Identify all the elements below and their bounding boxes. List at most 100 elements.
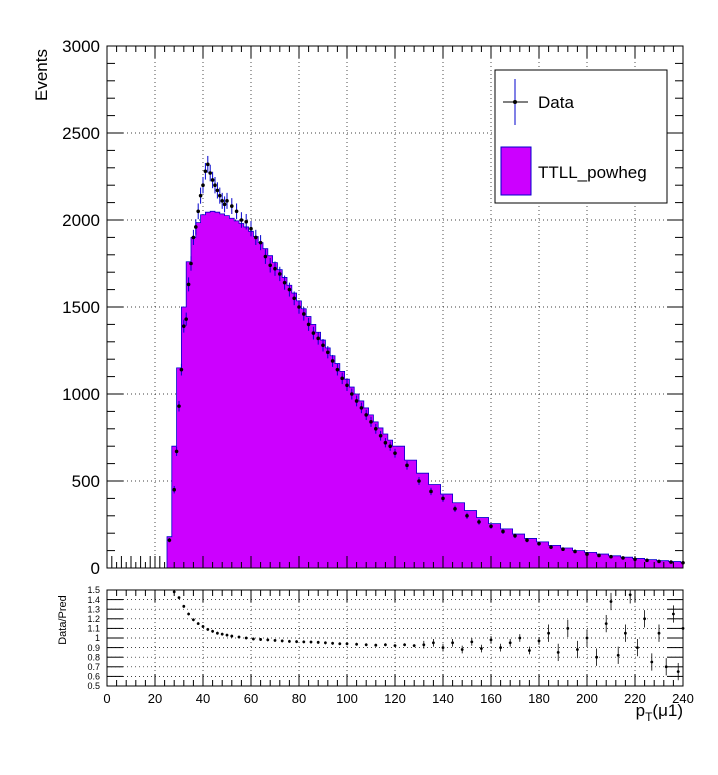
ratio-marker [432,641,435,645]
data-marker [388,444,393,449]
data-point [184,312,188,326]
x-tick-label: 140 [432,691,454,706]
ratio-point [664,658,668,676]
y-tick-label: 1000 [62,385,100,404]
data-marker [239,218,244,222]
data-point [198,187,203,204]
ratio-point [470,638,474,646]
ratio-marker [302,640,306,644]
data-marker [335,367,340,372]
y-tick-label: 0.6 [87,672,100,682]
ratio-point [460,645,464,654]
data-marker [268,263,273,268]
data-marker [234,209,239,214]
ratio-point [451,638,454,647]
data-marker [225,199,229,203]
ratio-marker [664,665,668,669]
ratio-point [609,592,613,611]
ratio-marker [316,640,320,644]
data-point [585,552,589,556]
data-point [179,363,184,376]
ratio-y-axis-label: Data/Pred [57,595,69,645]
data-point [189,256,193,271]
data-marker [174,449,179,454]
data-point [244,213,248,230]
data-marker [645,558,649,563]
ratio-point [288,639,291,643]
ratio-point [177,596,181,600]
y-tick-label: 1 [95,633,100,643]
data-marker [249,226,253,231]
data-point [182,319,186,333]
ratio-marker [237,635,241,639]
data-marker [210,178,215,182]
x-tick-label: 20 [148,691,162,706]
data-marker [561,547,565,552]
ratio-marker [211,629,215,633]
data-point [453,505,457,513]
data-point [220,192,224,209]
data-marker [297,305,301,309]
ratio-point [237,635,241,639]
data-marker [657,559,661,564]
ratio-marker [499,646,502,649]
legend-mc-swatch [500,146,532,196]
legend-data-marker [513,100,517,104]
ratio-point [338,642,342,646]
data-point [657,559,661,564]
data-marker [167,538,172,542]
ratio-marker [595,655,598,659]
data-marker [184,317,188,321]
data-marker [405,463,409,468]
data-marker [501,529,505,534]
ratio-point [302,640,306,644]
data-marker [537,541,541,546]
data-marker [369,420,373,424]
data-marker [477,520,481,524]
ratio-marker [192,618,195,622]
ratio-marker [187,612,191,616]
ratio-point [230,634,234,638]
ratio-point [657,624,661,642]
x-tick-label: 100 [336,691,358,706]
data-marker [177,404,181,408]
ratio-marker [650,660,654,664]
ratio-point [393,644,397,648]
data-marker [208,171,212,175]
y-tick-label: 2000 [62,211,100,230]
data-point [378,430,383,441]
data-point [186,277,191,292]
data-marker [292,296,297,301]
data-marker [254,235,258,240]
ratio-marker [657,631,661,635]
ratio-marker [295,640,298,644]
ratio-point [244,636,248,640]
data-marker [330,359,335,363]
ratio-marker [672,612,675,616]
ratio-point [259,638,262,641]
y-tick-label: 0.8 [87,652,100,662]
ratio-marker [252,637,255,641]
ratio-marker [216,631,219,635]
ratio-marker [636,646,639,649]
ratio-marker [624,631,627,635]
data-point [201,177,205,194]
data-point [345,379,349,391]
data-marker [220,199,224,203]
ratio-marker [355,642,358,646]
data-point [225,192,229,209]
ratio-marker [345,642,349,646]
ratio-point [201,625,205,628]
data-marker [194,225,198,229]
ratio-point [556,643,560,662]
ratio-point [364,643,368,647]
data-marker [179,367,184,372]
ratio-marker [206,627,210,631]
data-point [405,461,409,470]
ratio-point [508,638,512,647]
data-point [218,187,222,204]
data-marker [203,169,208,174]
data-marker [206,162,210,167]
data-point [597,553,601,558]
ratio-point [355,642,358,646]
